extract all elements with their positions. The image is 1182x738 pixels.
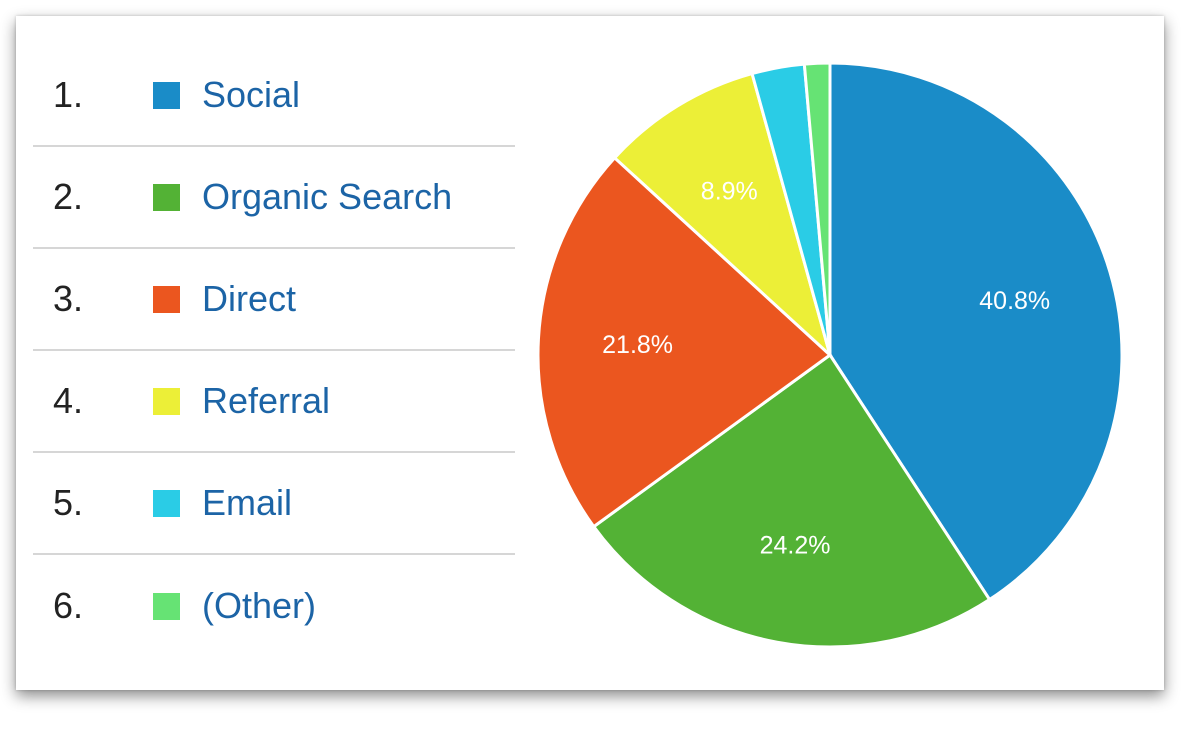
slice-data-label: 8.9% xyxy=(701,178,758,206)
legend-swatch xyxy=(153,285,180,313)
legend-label: Referral xyxy=(202,380,331,421)
legend-label: Direct xyxy=(202,278,297,319)
legend-item[interactable]: 3. Direct xyxy=(33,249,515,351)
legend-item[interactable]: 1. Social xyxy=(33,45,515,147)
pie-slice-direct[interactable] xyxy=(536,155,833,529)
legend-item[interactable]: 4. Referral xyxy=(33,351,515,453)
pie-slice-other[interactable] xyxy=(802,61,832,356)
legend-label: Organic Search xyxy=(202,176,453,217)
legend-item[interactable]: 5. Email xyxy=(33,453,515,555)
legend-swatch xyxy=(153,183,180,211)
legend-swatch xyxy=(153,81,180,109)
legend-item[interactable]: 6. (Other) xyxy=(33,555,515,657)
legend-rank: 6. xyxy=(53,585,84,626)
legend-swatch xyxy=(153,489,180,517)
legend-rank: 1. xyxy=(53,74,84,115)
pie-slice-referral[interactable] xyxy=(612,71,833,360)
legend: 1. Social 2. Organic Search 3. Direct 4. Referr… xyxy=(33,45,515,657)
legend-rank: 2. xyxy=(53,176,84,217)
pie-slice-organic-search[interactable] xyxy=(591,352,992,649)
legend-label: Email xyxy=(202,482,293,523)
legend-swatch xyxy=(153,387,180,415)
legend-rank: 4. xyxy=(53,380,84,421)
legend-swatch xyxy=(153,592,180,620)
slice-data-label: 21.8% xyxy=(602,331,673,359)
legend-rank: 5. xyxy=(53,482,84,523)
slice-data-label: 40.8% xyxy=(979,287,1050,315)
legend-label: (Other) xyxy=(202,585,317,626)
legend-label: Social xyxy=(202,74,301,115)
slice-data-label: 24.2% xyxy=(760,532,831,560)
legend-rank: 3. xyxy=(53,278,84,319)
legend-item[interactable]: 2. Organic Search xyxy=(33,147,515,249)
